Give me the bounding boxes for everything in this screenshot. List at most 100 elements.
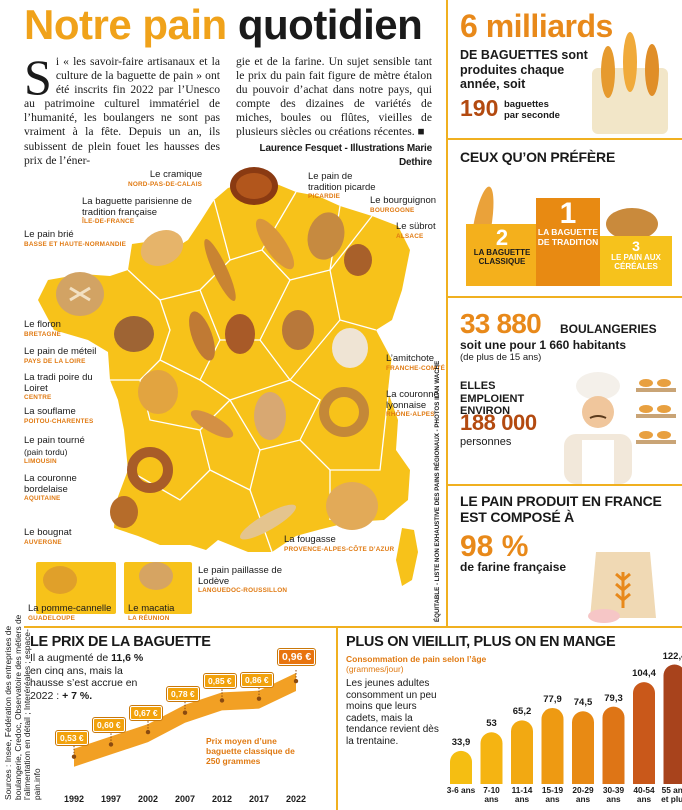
bread-couronne-lyonnaise — [319, 387, 369, 437]
price-value-label: 0,53 € — [55, 729, 89, 746]
baker-illustration — [564, 372, 676, 484]
bread-tourne — [190, 410, 234, 438]
label-baguette-parisienne: La baguette parisienne de tradition fran… — [82, 196, 192, 225]
stat-6-milliards: 6 milliards — [460, 8, 613, 44]
bread-tradi-poire — [189, 311, 215, 361]
bread-couronne-bordelaise — [127, 447, 173, 493]
intro-column-2: gie et de la farine. Un sujet sensible t… — [236, 55, 432, 170]
divider-2 — [448, 296, 682, 298]
author-credit: Laurence Fesquet - Illustrations Marie D… — [259, 142, 433, 168]
stat-plus-15: (de plus de 15 ans) — [460, 352, 542, 363]
podium-3: 3 LE PAIN AUX CÉRÉALES — [611, 238, 661, 271]
price-title: LE PRIX DE LA BAGUETTE — [30, 634, 211, 650]
consumption-age-label: 11-14 ans — [511, 785, 533, 804]
label-couronne-bordelaise: La couronne bordelaise AQUITAINE — [24, 473, 77, 502]
consumption-value-label: 33,9 — [451, 736, 471, 748]
consumption-age-label: 15-19 ans — [541, 785, 564, 804]
title-part2: quotidien — [237, 1, 423, 48]
flour-title: LE PAIN PRODUIT EN FRANCE EST COMPOSÉ À — [460, 493, 662, 525]
bread-amitchote — [332, 328, 368, 368]
divider-3 — [448, 484, 682, 486]
label-bourguignon: Le bourguignon BOURGOGNE — [370, 195, 437, 214]
price-caption: Prix moyen d’une baguette classique de 2… — [206, 736, 295, 766]
bread-pomme-cannelle — [43, 566, 77, 594]
label-macatia: Le macatia LA RÉUNION — [128, 603, 175, 622]
consumption-age-label: 40-54 ans — [633, 785, 655, 804]
bread-baguette-parisienne — [204, 239, 236, 301]
bread-third — [282, 310, 314, 350]
consumption-text: Les jeunes adultes consomment un peu moi… — [346, 678, 439, 747]
employ-number: 188 000 — [460, 410, 537, 435]
price-year-label: 2022 — [285, 794, 307, 804]
price-value-label: 0,96 € — [276, 648, 317, 667]
bread-brie — [140, 230, 184, 266]
consumption-value-label: 104,4 — [632, 668, 656, 680]
label-cramique: Le cramique NORD-PAS-DE-CALAIS — [128, 169, 203, 188]
label-floron: Le floron BRETAGNE — [24, 319, 61, 338]
price-year-label: 1997 — [100, 794, 122, 804]
stat-boulangeries: BOULANGERIES — [560, 322, 657, 336]
flour-text: de farine française — [460, 560, 567, 574]
price-value-label: 0,60 € — [92, 717, 126, 734]
podium-2: 2 LA BAGUETTE CLASSIQUE — [473, 225, 531, 267]
column-divider — [446, 0, 448, 626]
podium-illustration — [466, 186, 672, 286]
bread-paillasse — [240, 504, 296, 540]
divider-1 — [448, 138, 682, 140]
label-pain-tourne: Le pain tourné (pain tordu) LIMOUSIN — [24, 435, 85, 465]
consumption-value-label: 77,9 — [543, 693, 562, 705]
price-year-label: 1992 — [63, 794, 85, 804]
consumption-age-label: 3-6 ans — [446, 785, 476, 795]
label-fougasse: La fougasse PROVENCE-ALPES-CÔTE D’AZUR — [284, 534, 395, 553]
bread-macatia — [139, 562, 173, 590]
title-part1: Notre pain — [24, 1, 227, 48]
bread-bourguignon — [307, 212, 345, 260]
baguettes-illustration — [592, 32, 668, 134]
consumption-title: PLUS ON VIEILLIT, PLUS ON EN MANGE — [346, 634, 616, 650]
bread-illustrations — [43, 167, 378, 594]
employ-text: ELLES EMPLOIENT ENVIRON — [460, 380, 525, 417]
stat-190: 190 — [460, 95, 499, 121]
bread-fougasse — [326, 482, 378, 530]
employ-unit: personnes — [460, 436, 512, 448]
price-value-label: 0,86 € — [240, 671, 274, 688]
label-bougnat: Le bougnat AUVERGNE — [24, 527, 72, 546]
consumption-value-label: 122,4 — [662, 650, 682, 662]
flour-pct: 98 % — [460, 530, 529, 563]
bread-second — [225, 314, 255, 354]
bread-subrot — [344, 244, 372, 276]
intro-text-2: gie et de la farine. Un sujet sensible t… — [236, 55, 432, 139]
label-tradi-poire: La tradi poire du Loiret CENTRE — [24, 372, 93, 401]
bread-souflame — [138, 370, 178, 414]
label-subrot: Le sübrot ALSACE — [396, 221, 436, 240]
divider-bottom-center — [336, 628, 338, 810]
label-souflame: La souflame POITOU-CHARENTES — [24, 406, 94, 425]
consumption-unit: (grammes/jour) — [346, 664, 404, 674]
label-meteil: Le pain de méteil PAYS DE LA LOIRE — [24, 346, 97, 365]
price-year-label: 2012 — [211, 794, 233, 804]
price-value-label: 0,85 € — [203, 673, 237, 690]
price-year-label: 2007 — [174, 794, 196, 804]
stat-190-unit: baguettes par seconde — [504, 99, 560, 121]
page-title: Notre pain quotidien — [24, 1, 423, 48]
consumption-value-label: 53 — [486, 718, 497, 730]
price-year-label: 2002 — [137, 794, 159, 804]
price-value-label: 0,78 € — [166, 685, 200, 702]
consumption-age-label: 20-29 ans — [572, 785, 594, 804]
label-amitchote: L’amitchote FRANCHE-COMTÉ — [386, 353, 446, 372]
label-pomme-cannelle: La pomme-cannelle GUADELOUPE — [28, 603, 112, 622]
stat-33880: 33 880 — [460, 308, 542, 339]
intro-text-1: i « les savoir-faire artisanaux et la cu… — [24, 55, 220, 167]
price-value-label: 0,67 € — [129, 705, 163, 722]
bread-centre — [254, 392, 286, 440]
consumption-value-label: 65,2 — [512, 706, 532, 718]
consumption-subtitle: Consommation de pain selon l’âge — [346, 654, 487, 664]
flour-bag-illustration — [588, 552, 656, 623]
consumption-value-label: 74,5 — [573, 697, 593, 709]
price-text: Il a augmenté de 11,6 % en cinq ans, mai… — [30, 652, 144, 702]
dropcap: S — [24, 49, 52, 105]
map-note: ÉQUITABLE - LISTE NON EXHAUSTIVE DES PAI… — [434, 360, 441, 622]
stat-habitants: soit une pour 1 660 habitants — [460, 338, 627, 352]
